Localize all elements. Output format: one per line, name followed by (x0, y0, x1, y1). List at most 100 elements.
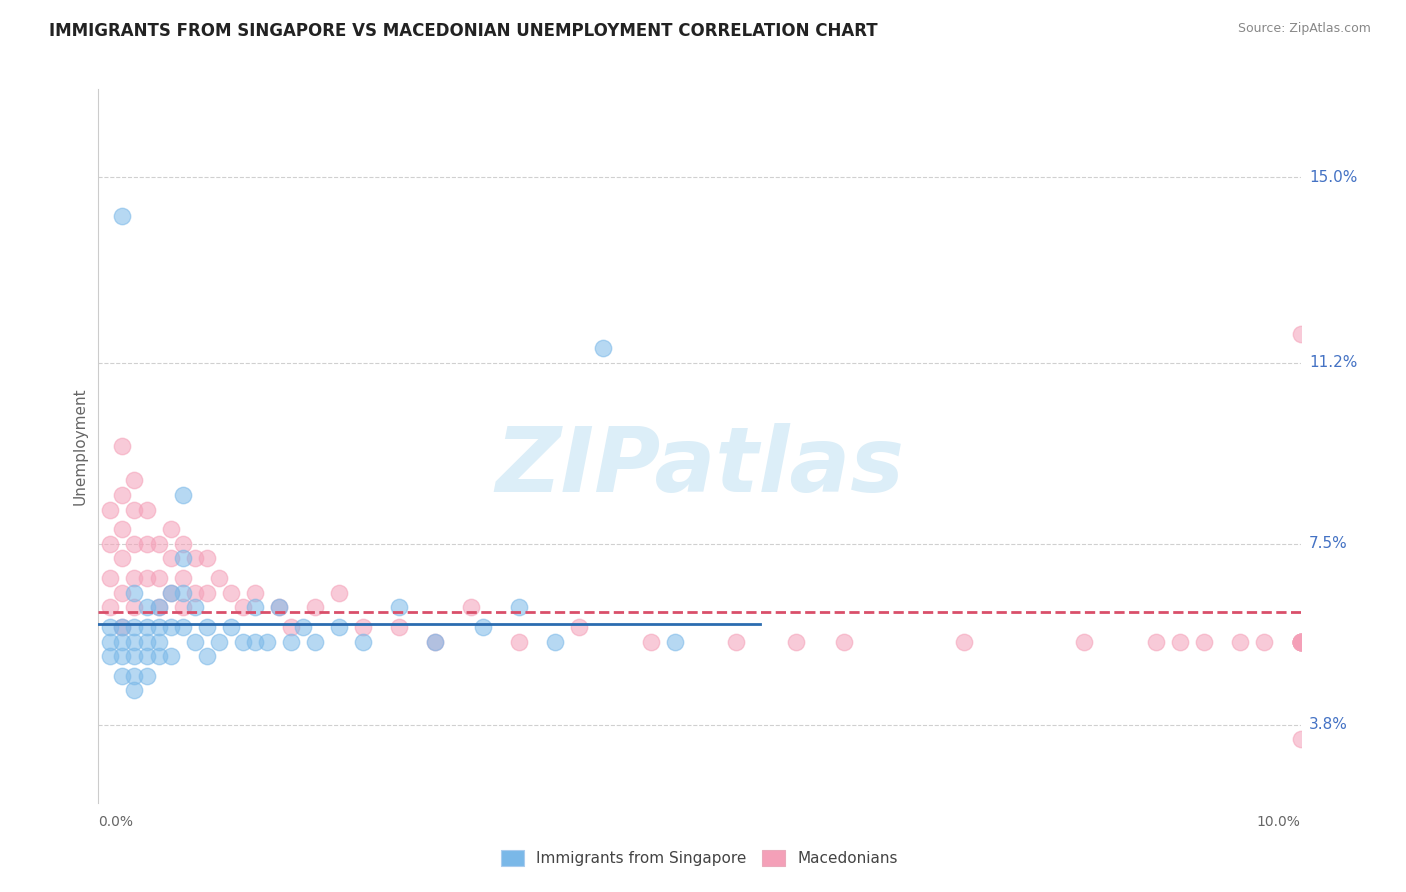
Point (472, 620, 495, 634)
Text: 15.0%: 15.0% (1309, 169, 1357, 185)
Point (328, 620, 350, 634)
Point (124, 585, 146, 599)
Point (124, 634, 146, 648)
Point (1289, 634, 1312, 648)
Y-axis label: Unemployment: Unemployment (72, 387, 87, 505)
Point (124, 502, 146, 516)
Point (1170, 634, 1192, 648)
Point (135, 600, 157, 615)
Point (724, 634, 747, 648)
Point (183, 585, 205, 599)
Point (111, 439, 134, 453)
Point (388, 620, 411, 634)
Point (328, 585, 350, 599)
Point (111, 522, 134, 536)
Point (135, 669, 157, 683)
Point (100, 502, 122, 516)
Point (148, 649, 170, 664)
Point (111, 620, 134, 634)
Point (243, 600, 266, 615)
Point (640, 634, 662, 648)
Point (1289, 634, 1312, 648)
Legend: Immigrants from Singapore, Macedonians: Immigrants from Singapore, Macedonians (494, 842, 905, 873)
Point (100, 537, 122, 551)
Point (256, 634, 278, 648)
Point (832, 634, 855, 648)
Point (148, 571, 170, 585)
Point (1144, 634, 1167, 648)
Point (243, 634, 266, 648)
Text: IMMIGRANTS FROM SINGAPORE VS MACEDONIAN UNEMPLOYMENT CORRELATION CHART: IMMIGRANTS FROM SINGAPORE VS MACEDONIAN … (49, 22, 877, 40)
Point (100, 620, 122, 634)
Text: Source: ZipAtlas.com: Source: ZipAtlas.com (1237, 22, 1371, 36)
Point (508, 634, 530, 648)
Point (183, 600, 205, 615)
Point (100, 571, 122, 585)
Text: 0.0%: 0.0% (98, 815, 134, 829)
Point (1289, 634, 1312, 648)
Point (135, 634, 157, 648)
Point (1289, 634, 1312, 648)
Point (111, 649, 134, 664)
Point (232, 634, 254, 648)
Point (219, 585, 242, 599)
Point (172, 620, 194, 634)
Point (100, 634, 122, 648)
Point (172, 551, 194, 566)
Point (100, 600, 122, 615)
Point (953, 634, 976, 648)
Point (124, 571, 146, 585)
Point (148, 620, 170, 634)
Point (159, 551, 181, 566)
Point (195, 620, 218, 634)
Point (148, 537, 170, 551)
Point (1194, 634, 1216, 648)
Point (111, 585, 134, 599)
Point (1289, 634, 1312, 648)
Point (267, 600, 290, 615)
Point (111, 669, 134, 683)
Point (304, 600, 326, 615)
Point (148, 600, 170, 615)
Point (159, 522, 181, 536)
Point (172, 488, 194, 502)
Point (159, 585, 181, 599)
Point (148, 600, 170, 615)
Point (1289, 634, 1312, 648)
Point (183, 634, 205, 648)
Text: 10.0%: 10.0% (1257, 815, 1301, 829)
Point (280, 620, 302, 634)
Point (352, 620, 374, 634)
Point (592, 341, 614, 355)
Point (124, 649, 146, 664)
Point (159, 649, 181, 664)
Point (159, 585, 181, 599)
Point (172, 571, 194, 585)
Text: 11.2%: 11.2% (1309, 355, 1357, 370)
Point (1289, 732, 1312, 747)
Point (423, 634, 446, 648)
Point (1229, 634, 1251, 648)
Point (304, 634, 326, 648)
Point (232, 600, 254, 615)
Point (1289, 634, 1312, 648)
Point (460, 600, 482, 615)
Point (280, 634, 302, 648)
Point (172, 585, 194, 599)
Point (124, 600, 146, 615)
Point (172, 537, 194, 551)
Point (111, 488, 134, 502)
Point (172, 600, 194, 615)
Point (100, 649, 122, 664)
Point (568, 620, 591, 634)
Point (124, 620, 146, 634)
Point (785, 634, 807, 648)
Point (111, 620, 134, 634)
Point (148, 634, 170, 648)
Point (1073, 634, 1095, 648)
Point (111, 551, 134, 566)
Point (124, 473, 146, 487)
Point (111, 634, 134, 648)
Point (291, 620, 314, 634)
Point (135, 502, 157, 516)
